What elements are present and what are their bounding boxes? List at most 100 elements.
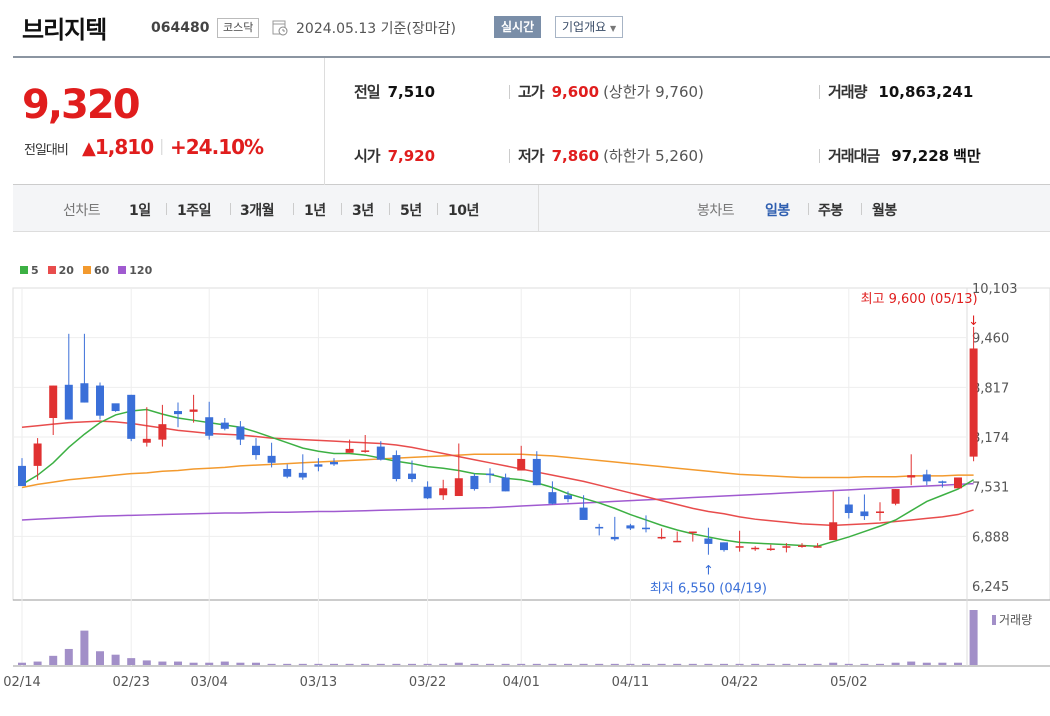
candle-body bbox=[579, 507, 588, 520]
volume-label: 거래량 bbox=[828, 83, 867, 101]
price-panel: 9,320 전일대비 ▲1,810 | +24.10% bbox=[13, 58, 325, 185]
volume-bar bbox=[408, 663, 416, 665]
legend-item-ma120: 120 bbox=[118, 264, 152, 277]
tab-daily[interactable]: 일봉 bbox=[765, 203, 790, 219]
tab-weekly[interactable]: 주봉 bbox=[818, 203, 843, 219]
candle-body bbox=[49, 385, 58, 418]
candle-body bbox=[205, 417, 214, 436]
candle-body bbox=[610, 536, 619, 540]
realtime-button[interactable]: 실시간 bbox=[494, 16, 542, 38]
tab-divider bbox=[166, 203, 167, 215]
volume-bar bbox=[345, 663, 354, 665]
high-value: 9,600 bbox=[551, 83, 600, 101]
candle-body bbox=[766, 548, 775, 551]
tab-1day[interactable]: 1일 bbox=[129, 203, 151, 219]
candle-body bbox=[704, 538, 713, 544]
volume-legend-label: 거래량 bbox=[999, 613, 1032, 627]
price-change-percent: +24.10% bbox=[170, 135, 264, 159]
candle-body bbox=[236, 426, 245, 440]
ma-line-20 bbox=[21, 420, 974, 527]
price-change-value: 1,810 bbox=[94, 135, 154, 159]
volume-bar bbox=[782, 663, 791, 665]
volume-bar bbox=[205, 662, 214, 665]
company-overview-label: 기업개요 bbox=[562, 20, 607, 34]
volume-bar bbox=[142, 660, 151, 665]
open-value: 7,920 bbox=[387, 147, 436, 165]
candle-body bbox=[954, 477, 962, 489]
stock-name: 브리지텍 bbox=[22, 16, 107, 44]
candle-body bbox=[798, 545, 806, 547]
candle-body bbox=[376, 446, 385, 460]
x-tick-label: 03/22 bbox=[409, 675, 446, 690]
min-price-annotation: 최저 6,550 (04/19) bbox=[650, 582, 767, 597]
lower-limit-value: 5,260) bbox=[655, 147, 704, 165]
candle-body bbox=[314, 464, 323, 467]
candle-body bbox=[532, 458, 541, 486]
x-tick-label: 04/11 bbox=[612, 675, 649, 690]
candle-body bbox=[64, 384, 73, 420]
candle-body bbox=[813, 546, 822, 548]
volume-bar bbox=[283, 663, 292, 665]
candle-body bbox=[751, 547, 760, 550]
volume-bar bbox=[330, 663, 338, 665]
chart-legend: 5 20 60 120 bbox=[20, 264, 161, 277]
legend-item-ma60: 60 bbox=[82, 264, 109, 277]
tab-5year[interactable]: 5년 bbox=[400, 203, 422, 219]
ma-line-5 bbox=[21, 408, 974, 547]
tab-10year[interactable]: 10년 bbox=[448, 203, 479, 219]
y-tick-label: 6,888 bbox=[972, 530, 1009, 545]
max-price-annotation: 최고 9,600 (05/13) bbox=[861, 292, 978, 307]
price-chart: 5 20 60 120 10,103 9,460 8,817 8,174 7,531 6,888… bbox=[0, 250, 1050, 716]
volume-bar bbox=[564, 663, 572, 665]
candle-body bbox=[486, 473, 494, 476]
volume-bar bbox=[64, 648, 73, 665]
y-tick-label: 6,245 bbox=[972, 580, 1009, 595]
candlestick-chart-svg: 10,103 9,460 8,817 8,174 7,531 6,888 6,245 02/1… bbox=[3, 282, 1050, 690]
y-tick-label: 7,531 bbox=[972, 481, 1009, 496]
legend-swatch bbox=[20, 266, 28, 274]
candle-body bbox=[96, 385, 104, 416]
volume-bar bbox=[579, 663, 588, 665]
volume-legend-swatch bbox=[992, 615, 996, 625]
candle-body bbox=[782, 546, 791, 548]
volume-bar bbox=[860, 663, 869, 665]
legend-item-ma20: 20 bbox=[47, 264, 74, 277]
x-tick-label: 04/22 bbox=[721, 675, 758, 690]
candle-body bbox=[392, 455, 401, 480]
candle-body bbox=[501, 477, 510, 492]
candle-body bbox=[439, 488, 448, 496]
volume-bar bbox=[720, 663, 728, 665]
low-value: 7,860 bbox=[551, 147, 600, 165]
tab-1week[interactable]: 1주일 bbox=[177, 203, 212, 219]
candle-body bbox=[876, 511, 884, 514]
volume-bar bbox=[174, 661, 182, 665]
volume-bar bbox=[813, 663, 822, 665]
volume-bar bbox=[423, 663, 432, 665]
candle-body bbox=[642, 527, 650, 530]
open-cell: 시가 7,920 bbox=[354, 145, 435, 166]
change-divider: | bbox=[159, 136, 165, 155]
tab-3year[interactable]: 3년 bbox=[352, 203, 374, 219]
volume-bar bbox=[642, 663, 650, 665]
tab-3month[interactable]: 3개월 bbox=[240, 203, 275, 219]
tab-1year[interactable]: 1년 bbox=[304, 203, 326, 219]
y-tick-label: 10,103 bbox=[972, 282, 1018, 297]
company-overview-button[interactable]: 기업개요 ▼ bbox=[555, 16, 624, 38]
candle-body bbox=[127, 394, 136, 439]
upper-limit-label: (상한가 bbox=[603, 83, 651, 101]
open-label: 시가 bbox=[354, 147, 381, 165]
amount-cell: 거래대금 97,228 백만 bbox=[828, 145, 981, 166]
candle-body bbox=[252, 445, 260, 456]
legend-swatch bbox=[82, 266, 91, 274]
high-cell: 고가 9,600 (상한가 9,760) bbox=[518, 81, 704, 102]
ma-line-60 bbox=[21, 453, 974, 489]
divider bbox=[509, 149, 510, 163]
tab-divider bbox=[293, 203, 294, 215]
candle-body bbox=[330, 462, 338, 465]
volume-bar bbox=[954, 662, 962, 665]
up-arrow-icon: ↑ bbox=[703, 564, 714, 579]
volume-bar bbox=[532, 663, 541, 665]
candle-body bbox=[860, 511, 869, 517]
high-label: 고가 bbox=[518, 83, 545, 101]
tab-monthly[interactable]: 월봉 bbox=[872, 203, 897, 219]
